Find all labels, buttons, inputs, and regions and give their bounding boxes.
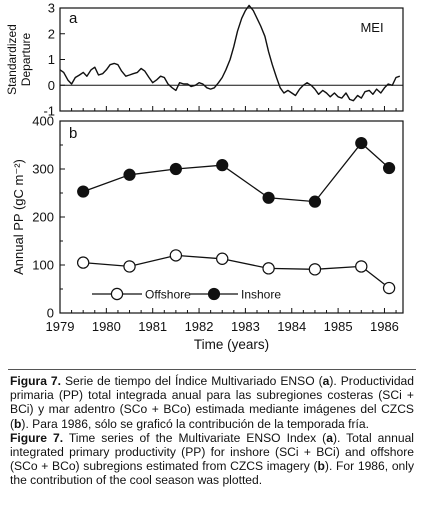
figure-7: -1 0 1 2 3a MEI StandardizedDeparture 0 100 200 3… xyxy=(5,1,404,352)
x-tick-label: 1986 xyxy=(370,319,399,334)
offshore-point xyxy=(169,249,183,262)
legend-offshore-marker xyxy=(110,287,124,301)
inshore-point xyxy=(382,161,396,175)
panel-b-annual-pp: 0 100 200 300 400 1979 1980 1981 1982 1983 1984 198… xyxy=(11,114,404,352)
caption-english: Figure 7. Time series of the Multivariat… xyxy=(10,431,414,488)
y-axis-label-a: StandardizedDeparture xyxy=(5,24,33,95)
caption-spanish: Figura 7. Serie de tiempo del Índice Mul… xyxy=(10,374,414,431)
inshore-point xyxy=(216,159,229,172)
inshore-point xyxy=(355,136,368,150)
y-tick-label-a: 3 xyxy=(48,1,55,16)
legend-offshore-label: Offshore xyxy=(145,288,191,302)
x-tick-label: 1982 xyxy=(185,319,214,334)
caption-es-text-3: ). Para 1986, sólo se graficó la contrib… xyxy=(21,416,369,431)
inshore-point xyxy=(308,195,322,208)
y-tick-label-b: 200 xyxy=(32,210,54,225)
caption-es-text-1: Serie de tiempo del Índice Multivariado … xyxy=(61,374,323,388)
y-tick-label-b: 100 xyxy=(32,258,54,273)
inshore-point xyxy=(169,162,182,176)
offshore-series-line xyxy=(83,254,390,289)
caption-en-label: Figure 7. xyxy=(10,430,64,445)
offshore-point xyxy=(123,260,136,273)
y-tick-label-a: 0 xyxy=(48,78,55,93)
inshore-point xyxy=(77,185,90,198)
panel-label-b: b xyxy=(69,125,77,142)
caption-es-label: Figura 7. xyxy=(10,374,62,388)
panel-label-a: a xyxy=(69,10,78,27)
inshore-point xyxy=(262,191,275,204)
caption-en-text-2: ). Total annual integrated primary produ… xyxy=(10,430,414,474)
offshore-point xyxy=(308,263,322,276)
caption-es-a: a xyxy=(322,374,330,388)
y-axis-label-b: Annual PP (gC m⁻²) xyxy=(11,159,26,275)
y-tick-label-a: 2 xyxy=(48,26,55,41)
offshore-point xyxy=(216,252,229,265)
inshore-series-line xyxy=(82,142,390,203)
y-tick-label-b: 400 xyxy=(32,114,54,129)
caption-es-text-2: ). Productividad primaria (PP) total int… xyxy=(10,374,415,431)
panel-a-mei: -1 0 1 2 3a MEI StandardizedDeparture xyxy=(5,1,404,119)
y-axis-label-a-line1: Standardized xyxy=(5,24,19,95)
x-tick-label: 1980 xyxy=(92,319,121,334)
y-tick-label-a: -1 xyxy=(43,104,55,119)
offshore-point xyxy=(262,262,275,275)
caption-es-b: b xyxy=(14,416,22,431)
offshore-point xyxy=(76,256,90,269)
x-tick-label: 1984 xyxy=(277,319,306,334)
x-tick-label: 1985 xyxy=(324,319,353,334)
offshore-point xyxy=(382,281,396,295)
caption-separator xyxy=(8,369,416,370)
x-axis-label: Time (years) xyxy=(194,337,269,352)
panel-b-frame xyxy=(59,120,404,314)
caption-en-b: b xyxy=(317,459,325,474)
x-tick-label: 1979 xyxy=(46,319,75,334)
y-tick-label-b: 300 xyxy=(32,162,54,177)
figure-caption: Figura 7. Serie de tiempo del Índice Mul… xyxy=(10,374,414,488)
x-tick-label: 1983 xyxy=(231,319,260,334)
caption-en-a: a xyxy=(326,430,333,445)
inshore-point xyxy=(123,168,136,181)
mei-series-line xyxy=(59,4,401,102)
y-axis-label-a-line2: Departure xyxy=(19,33,33,87)
caption-en-text-1: Time series of the Multivariate ENSO Ind… xyxy=(63,430,327,445)
series-label-mei: MEI xyxy=(360,20,383,35)
y-tick-label-b: 0 xyxy=(47,306,54,321)
x-tick-label: 1981 xyxy=(138,319,167,334)
panel-a-frame xyxy=(59,7,404,112)
offshore-point xyxy=(355,260,368,273)
legend-inshore-marker xyxy=(207,287,221,301)
y-tick-label-a: 1 xyxy=(48,52,55,67)
caption-en-text-3: ). For 1986, only the contribution of th… xyxy=(10,459,415,488)
legend-inshore-label: Inshore xyxy=(241,288,281,302)
